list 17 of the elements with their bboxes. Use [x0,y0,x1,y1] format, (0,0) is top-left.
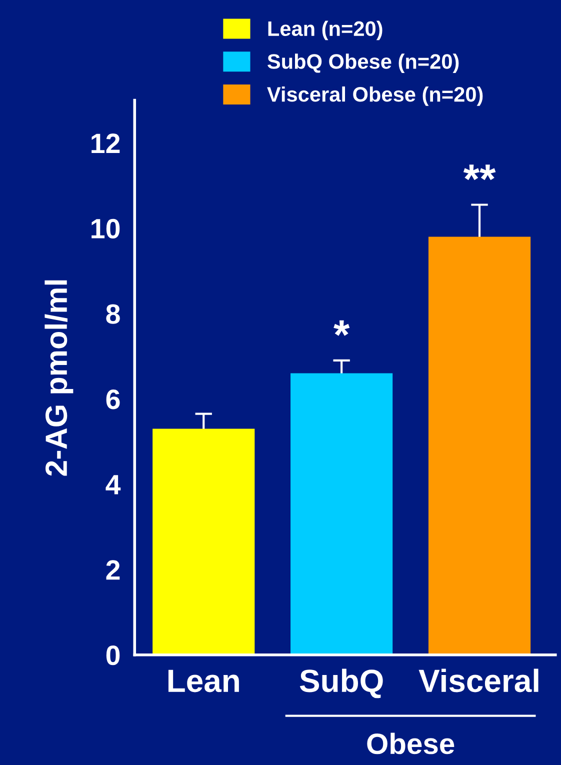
legend-label: Lean (n=20) [268,20,382,40]
y-tick-label: 2 [106,560,120,580]
x-tick-label: SubQ [300,668,383,698]
annotation: ** [463,164,496,180]
y-tick-label: 6 [106,390,120,410]
y-tick-label: 4 [106,475,121,494]
y-axis-title: 2-AG pmol/ml [44,280,74,476]
y-tick-label: 0 [106,646,120,666]
y-tick-label: 8 [106,304,120,324]
y-tick-label: 12 [92,134,120,153]
y-tick-label: 10 [92,218,120,239]
x-tick-label: Visceral [418,668,538,692]
legend-label: Visceral Obese (n=20) [267,86,483,106]
text: Obese [367,732,454,754]
annotation: * [334,320,350,336]
legend-label: SubQ Obese (n=20) [268,54,459,74]
x-tick-label: Lean [168,670,239,692]
